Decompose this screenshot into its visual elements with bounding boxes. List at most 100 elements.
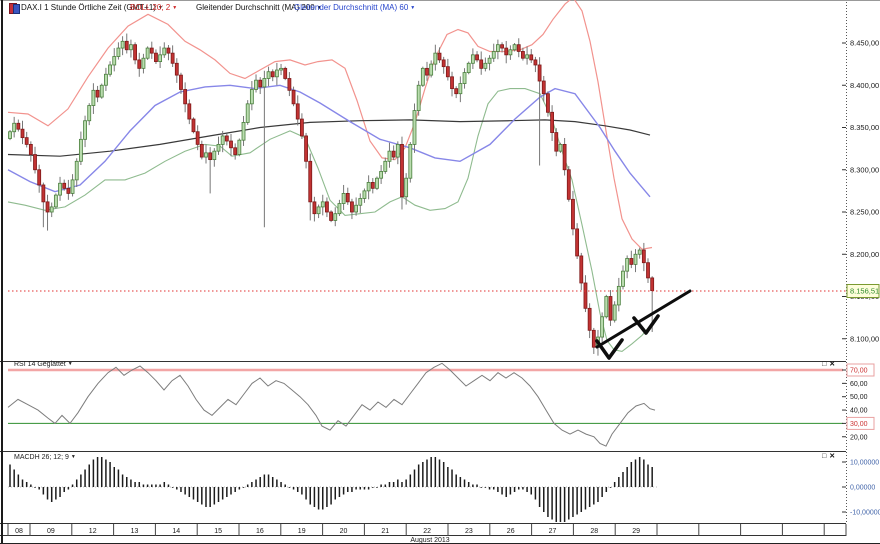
candle-down — [475, 54, 479, 61]
candle-down — [270, 71, 275, 78]
candle-up — [279, 67, 283, 71]
candle-down — [179, 74, 183, 90]
date-label[interactable]: 13 — [131, 528, 139, 535]
macd-histogram-bar — [522, 487, 524, 490]
macd-tick-label: -10,00000 — [850, 510, 880, 517]
price-tick-label: 8.350,00 — [850, 123, 879, 132]
v-mark-annotation[interactable] — [632, 314, 660, 335]
macd-minimize-button[interactable]: □ — [822, 453, 827, 460]
macd-histogram-bar — [259, 477, 261, 487]
date-label[interactable]: 27 — [549, 528, 557, 535]
date-label[interactable]: 19 — [298, 528, 306, 535]
date-label[interactable]: 20 — [340, 528, 348, 535]
date-label[interactable]: 22 — [423, 528, 431, 535]
candle-down — [579, 255, 584, 284]
macd-histogram-bar — [497, 487, 499, 492]
macd-histogram-bar — [647, 464, 649, 487]
macd-histogram-bar — [513, 487, 516, 492]
date-label[interactable]: 12 — [89, 528, 97, 535]
macd-histogram-bar — [326, 487, 328, 507]
macd-histogram-bar — [305, 487, 307, 500]
macd-histogram-bar — [380, 484, 382, 487]
candle-up — [616, 285, 621, 306]
macd-histogram-bar — [563, 487, 566, 522]
macd-histogram-bar — [21, 479, 24, 487]
macd-histogram-bar — [401, 482, 403, 487]
macd-histogram-bar — [634, 459, 637, 487]
macd-histogram-bar — [538, 487, 541, 507]
macd-histogram-bar — [188, 487, 191, 497]
date-label[interactable]: 21 — [381, 528, 389, 535]
macd-histogram-bar — [276, 479, 278, 487]
macd-histogram-bar — [109, 462, 111, 487]
candle-down — [591, 329, 596, 348]
date-label[interactable]: 14 — [172, 528, 180, 535]
candle-down — [445, 66, 450, 78]
candle-up — [408, 143, 413, 179]
candle-down — [650, 277, 655, 291]
candle-up — [274, 69, 279, 78]
panel-frame — [0, 2, 847, 536]
date-label[interactable]: 23 — [465, 528, 473, 535]
macd-histogram-bar — [476, 484, 478, 487]
macd-histogram-bar — [559, 487, 562, 522]
macd-histogram-bar — [451, 469, 453, 487]
macd-histogram-bar — [100, 457, 103, 487]
candle-up — [241, 122, 246, 141]
symbol-timeframe-dropdown[interactable]: DAX.I 1 Stunde Örtliche Zeit (GMT+1) ▼ — [21, 3, 163, 12]
macd-histogram-bar — [638, 457, 641, 487]
date-label[interactable]: 16 — [256, 528, 264, 535]
macd-histogram-bar — [196, 487, 199, 502]
v-mark-annotation[interactable] — [595, 338, 624, 360]
ma60-dropdown[interactable]: Gleitender Durchschnitt (MA) 60 ▼ — [294, 3, 415, 12]
ma200-dropdown[interactable]: Gleitender Durchschnitt (MA) 200 ▼ — [196, 3, 322, 12]
drawn-annotations — [595, 289, 692, 360]
trendline-annotation[interactable] — [595, 289, 692, 349]
date-label[interactable]: 09 — [47, 528, 55, 535]
date-label[interactable]: 15 — [214, 528, 222, 535]
macd-histogram-bar — [317, 487, 320, 510]
chevron-down-icon: ▼ — [157, 5, 163, 11]
rsi-panel-controls: □ ✕ — [822, 361, 835, 369]
macd-histogram-bar — [576, 487, 578, 515]
macd-indicator-label: MACDH 26; 12; 9 — [14, 454, 69, 461]
candle-up — [212, 150, 217, 161]
macd-histogram-bar — [9, 464, 11, 487]
macd-histogram-bar — [434, 457, 437, 487]
window-left-border — [1, 0, 3, 543]
candle-up — [70, 179, 75, 194]
candle-down — [554, 132, 559, 152]
date-label[interactable]: 29 — [632, 528, 640, 535]
symbol-timeframe-label: DAX.I 1 Stunde Örtliche Zeit (GMT+1) — [21, 3, 156, 12]
rsi-close-icon[interactable]: ✕ — [829, 361, 836, 368]
macd-histogram-bar — [201, 487, 203, 505]
candle-down — [370, 182, 375, 189]
candle-up — [262, 78, 267, 88]
macd-histogram-bar — [622, 472, 624, 487]
candle-down — [133, 44, 138, 61]
date-label[interactable]: 08 — [15, 528, 23, 535]
price-tick-label: 8.450,00 — [850, 39, 879, 48]
macd-histogram-bar — [63, 487, 65, 492]
macd-histogram-bar — [430, 457, 432, 487]
macd-histogram-bar — [71, 484, 74, 487]
date-label[interactable]: 28 — [590, 528, 598, 535]
candle-up — [525, 54, 529, 59]
macd-close-icon[interactable]: ✕ — [829, 453, 836, 460]
macd-histogram-bar — [651, 467, 653, 487]
candle-down — [566, 169, 571, 200]
macd-histogram-bar — [263, 474, 266, 487]
macd-histogram-bar — [626, 467, 628, 487]
date-label[interactable]: 26 — [507, 528, 515, 535]
bollinger-dropdown[interactable]: BOLL 20; 2 ▼ — [130, 3, 177, 12]
macd-histogram-bar — [142, 484, 145, 487]
macd-histogram-bar — [121, 474, 124, 487]
macd-indicator-dropdown[interactable]: MACDH 26; 12; 9 ▼ — [14, 454, 76, 461]
rsi-indicator-dropdown[interactable]: RSI 14 Geglättet ▼ — [14, 361, 73, 368]
candle-down — [500, 44, 504, 49]
rsi-minimize-button[interactable]: □ — [822, 361, 827, 368]
candle-up — [316, 206, 321, 215]
macd-histogram-bar — [192, 487, 195, 500]
candle-up — [8, 131, 12, 139]
